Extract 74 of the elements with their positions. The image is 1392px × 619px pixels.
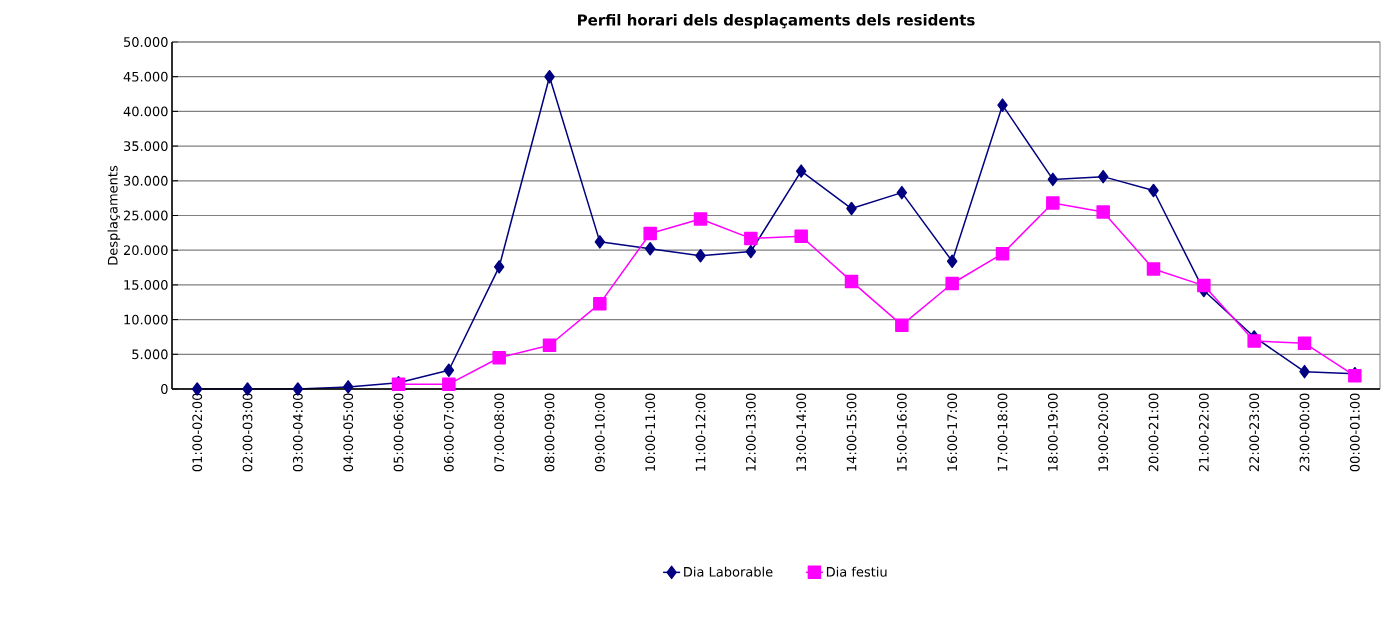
y-tick-label: 5.000 <box>132 349 168 360</box>
point <box>643 226 657 241</box>
point <box>644 242 656 256</box>
x-tick-label: 00:00-01:00 <box>1349 393 1360 472</box>
y-tick-label: 50.000 <box>124 37 168 47</box>
point <box>1146 262 1161 276</box>
point <box>493 260 505 274</box>
point <box>544 69 555 84</box>
point <box>492 351 506 365</box>
y-tick-label: 20.000 <box>123 245 168 256</box>
x-tick-label: 06:00-07:00 <box>443 393 454 472</box>
point <box>1299 364 1310 379</box>
point <box>846 201 857 216</box>
y-tick-label: 40.000 <box>123 106 168 117</box>
y-tick-label: 30.000 <box>123 175 168 186</box>
x-tick-label: 13:00-14:00 <box>796 393 807 471</box>
y-axis-title: Desplaçaments <box>107 165 121 265</box>
x-tick-label: 18:00-19:00 <box>1047 393 1058 471</box>
point <box>593 296 607 311</box>
point <box>542 338 557 353</box>
y-tick-label: 35.000 <box>123 141 168 152</box>
x-tick-label: 12:00-13:00 <box>745 393 756 471</box>
y-tick-label: 45.000 <box>123 71 168 82</box>
point <box>1197 278 1211 293</box>
y-tick-label: 15.000 <box>124 279 168 290</box>
point <box>1148 183 1159 198</box>
point <box>795 164 807 178</box>
x-tick-label: 16:00-17:00 <box>947 393 958 471</box>
x-tick-label: 23:00-00:00 <box>1299 393 1310 472</box>
point <box>1097 169 1109 184</box>
x-tick-label: 14:00-15:00 <box>846 393 857 471</box>
x-tick-label: 11:00-12:00 <box>695 393 706 471</box>
x-tick-label: 09:00-10:00 <box>594 393 605 472</box>
x-tick-label: 20:00-21:00 <box>1148 393 1159 472</box>
chart-title: Perfil horari dels desplaçaments dels residents <box>578 13 975 29</box>
point <box>995 246 1010 261</box>
x-tick-label: 01:00-02:00 <box>192 393 203 472</box>
point <box>744 231 758 246</box>
point <box>794 229 808 244</box>
y-tick-label: 10.000 <box>124 314 168 325</box>
point <box>896 185 908 200</box>
point <box>1247 334 1261 348</box>
point <box>1096 205 1110 219</box>
point <box>695 248 706 263</box>
x-tick-label: 21:00-22:00 <box>1198 393 1209 472</box>
x-tick-label: 02:00-03:00 <box>242 393 253 472</box>
point <box>1046 196 1060 210</box>
point <box>895 318 909 332</box>
x-tick-label: 04:00-05:00 <box>343 393 354 472</box>
point <box>946 254 958 269</box>
x-tick-label: 22:00-23:00 <box>1249 393 1260 472</box>
x-tick-label: 03:00-04:00 <box>292 393 303 472</box>
x-tick-label: 19:00-20:00 <box>1098 393 1109 471</box>
x-tick-label: 17:00-18:00 <box>997 393 1008 471</box>
legend-label: Dia Laborable <box>684 566 773 577</box>
point <box>594 235 606 249</box>
point <box>945 276 959 291</box>
point <box>342 380 354 394</box>
x-tick-label: 07:00-08:00 <box>494 393 505 472</box>
point <box>1297 336 1312 350</box>
point <box>745 244 757 259</box>
point <box>442 377 456 391</box>
y-tick-label: 0 <box>161 384 168 394</box>
legend-label: Dia festiu <box>826 566 887 577</box>
point <box>1047 172 1059 187</box>
x-tick-label: 10:00-11:00 <box>645 393 656 471</box>
x-tick-label: 08:00-09:00 <box>544 393 555 472</box>
point <box>443 363 455 377</box>
point <box>844 274 859 289</box>
point <box>997 98 1008 112</box>
x-tick-label: 15:00-16:00 <box>896 393 907 471</box>
y-tick-label: 25.000 <box>123 210 168 221</box>
x-tick-label: 05:00-06:00 <box>393 393 404 472</box>
point <box>693 212 708 226</box>
